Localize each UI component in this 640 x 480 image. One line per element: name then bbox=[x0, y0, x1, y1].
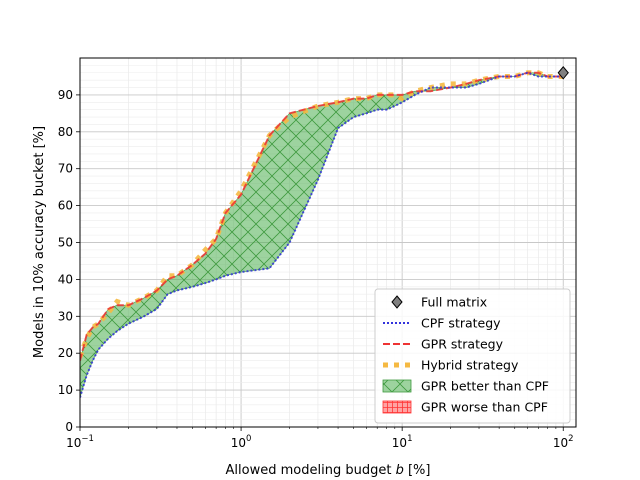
legend-entry: Hybrid strategy bbox=[383, 358, 519, 373]
legend-diamond-icon bbox=[391, 295, 403, 309]
y-tick-label: 0 bbox=[65, 420, 73, 434]
legend-label: GPR worse than CPF bbox=[421, 400, 548, 415]
legend-label: Hybrid strategy bbox=[421, 358, 519, 373]
legend-entry: CPF strategy bbox=[383, 316, 501, 331]
full-matrix-point bbox=[557, 65, 569, 80]
cpf-strategy-line bbox=[80, 71, 564, 398]
y-tick-label: 40 bbox=[58, 272, 73, 286]
legend-entry: Full matrix bbox=[391, 295, 487, 310]
legend-entry: GPR better than CPF bbox=[382, 379, 549, 394]
legend-entry: GPR strategy bbox=[383, 337, 504, 352]
x-tick-label: 100 bbox=[231, 434, 252, 450]
legend: Full matrix CPF strategy GPR strategy Hybri… bbox=[374, 288, 571, 424]
legend-red-hatch-icon bbox=[383, 401, 411, 413]
legend-label: GPR better than CPF bbox=[421, 379, 549, 394]
legend-label: Full matrix bbox=[421, 295, 487, 310]
y-tick-label: 10 bbox=[58, 383, 73, 397]
y-tick-label: 20 bbox=[58, 346, 73, 360]
y-tick-label: 70 bbox=[58, 162, 73, 176]
x-axis-label: Allowed modeling budget b [%] bbox=[226, 463, 431, 478]
y-axis-label: Models in 10% accuracy bucket [%] bbox=[32, 126, 47, 358]
series-lines bbox=[80, 70, 564, 398]
x-tick-label: 10−1 bbox=[66, 434, 94, 450]
markers bbox=[557, 65, 569, 80]
legend-green-hatch-icon bbox=[383, 380, 411, 392]
legend-label: GPR strategy bbox=[421, 337, 504, 352]
x-tick-label: 101 bbox=[392, 434, 413, 450]
legend-box bbox=[374, 288, 571, 424]
y-tick-label: 50 bbox=[58, 236, 73, 250]
y-tick-label: 60 bbox=[58, 199, 73, 213]
y-tick-label: 80 bbox=[58, 125, 73, 139]
legend-entry: GPR worse than CPF bbox=[382, 400, 548, 415]
y-tick-label: 30 bbox=[58, 309, 73, 323]
x-tick-label: 102 bbox=[553, 434, 574, 450]
legend-label: CPF strategy bbox=[421, 316, 501, 331]
y-tick-label: 90 bbox=[58, 88, 73, 102]
